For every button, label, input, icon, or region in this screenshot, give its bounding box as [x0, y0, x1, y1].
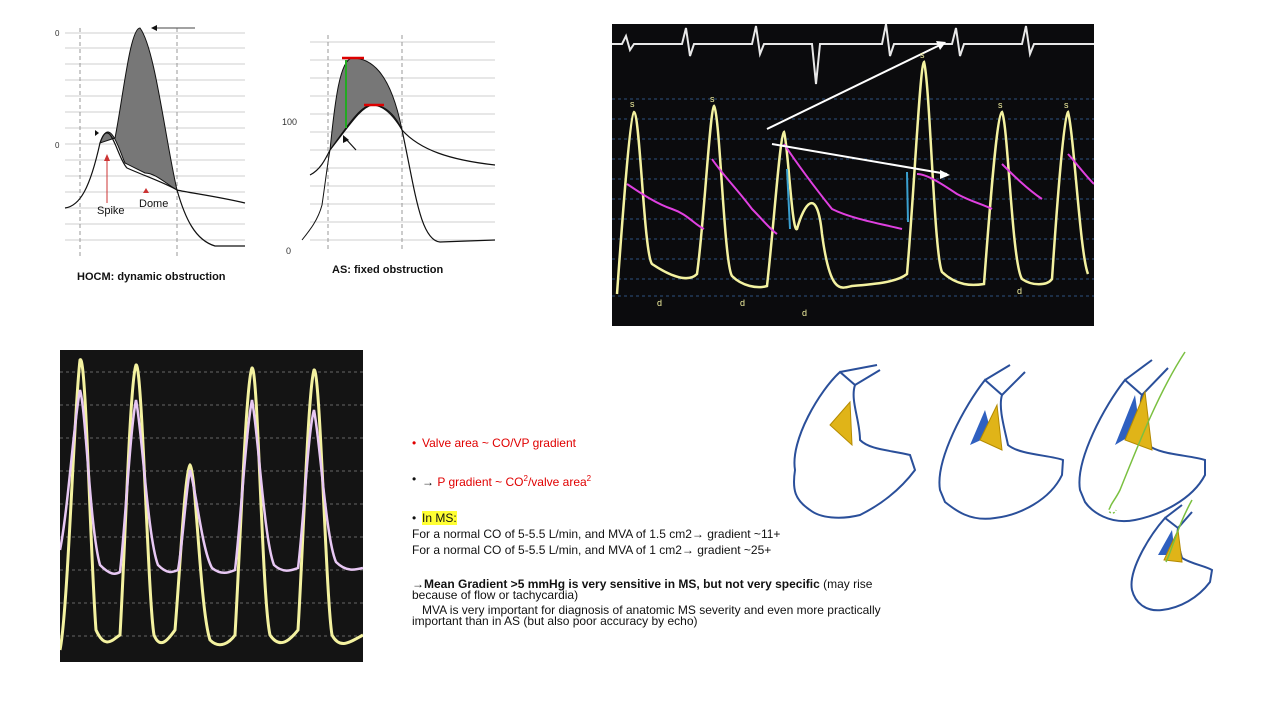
p-gradient-mid: /valve area — [527, 475, 587, 489]
sup-2: 2 — [586, 474, 592, 483]
mean-gradient-bold: →Mean Gradient >5 mmHg is very sensitive… — [412, 577, 820, 591]
monitor-tracing-bottom — [60, 358, 363, 651]
d-label: d — [1017, 286, 1022, 296]
valve-diagram-4 — [1130, 499, 1214, 612]
as-pressure-tracing: 100 0 — [282, 35, 496, 256]
bullet-valve-area-text: Valve area ~ CO/VP gradient — [422, 436, 576, 450]
monitor-tracing-top: s s s s s d d d d — [612, 24, 1094, 318]
hocm-figure: 0 0 Spike Dome HOCM: dynamic obstruction — [55, 18, 250, 283]
as-tick-0: 0 — [286, 246, 291, 256]
valve-diagram-2 — [938, 364, 1065, 520]
notes-block: • Valve area ~ CO/VP gradient • → P gradie… — [412, 432, 912, 627]
mean-gradient-rest: (may rise because of flow or tachycardia… — [412, 577, 873, 602]
as-figure: 100 0 AS: fixed obstruction — [280, 30, 500, 285]
as-caption: AS: fixed obstruction — [332, 264, 444, 276]
d-label: d — [802, 308, 807, 318]
s-label: s — [710, 94, 715, 104]
bullet-p-gradient: • → P gradient ~ CO2/valve area2 — [412, 472, 592, 489]
d-label: d — [657, 298, 662, 308]
valve-diagrams — [780, 350, 1220, 620]
bullet-valve-area: • Valve area ~ CO/VP gradient — [412, 436, 576, 450]
valve-diagrams-svg — [792, 351, 1214, 612]
sup-1: 2 — [523, 474, 528, 483]
hocm-caption: HOCM: dynamic obstruction — [77, 271, 226, 283]
as-tick-100: 100 — [282, 117, 297, 127]
ms-line-1: For a normal CO of 5-5.5 L/min, and MVA … — [412, 527, 781, 541]
dome-label: Dome — [139, 198, 168, 210]
valve-diagram-3 — [1078, 351, 1206, 523]
s-label: s — [920, 50, 925, 60]
arrow-symbol: → — [422, 475, 434, 489]
valve-diagram-1 — [792, 364, 917, 519]
hocm-tick-top: 0 — [55, 29, 60, 38]
spike-label: Spike — [97, 205, 125, 217]
ms-line-2: For a normal CO of 5-5.5 L/min, and MVA … — [412, 543, 772, 557]
s-label: s — [1064, 100, 1069, 110]
mean-gradient-paragraph: →Mean Gradient >5 mmHg is very sensitive… — [412, 577, 902, 602]
s-label: s — [998, 100, 1003, 110]
monitor-photo-bottom — [60, 350, 363, 662]
s-label: s — [630, 99, 635, 109]
hocm-tick-mid: 0 — [55, 141, 60, 150]
d-label: d — [740, 298, 745, 308]
hocm-pressure-tracing: 0 0 Spike Dome — [55, 25, 246, 258]
mva-paragraph: MVA is very important for diagnosis of a… — [412, 603, 881, 628]
p-gradient-text: P gradient ~ CO — [437, 475, 524, 489]
bullet-in-ms: • In MS: — [412, 511, 457, 525]
in-ms-label: In MS: — [422, 511, 457, 525]
monitor-photo-top: s s s s s d d d d — [612, 24, 1094, 326]
